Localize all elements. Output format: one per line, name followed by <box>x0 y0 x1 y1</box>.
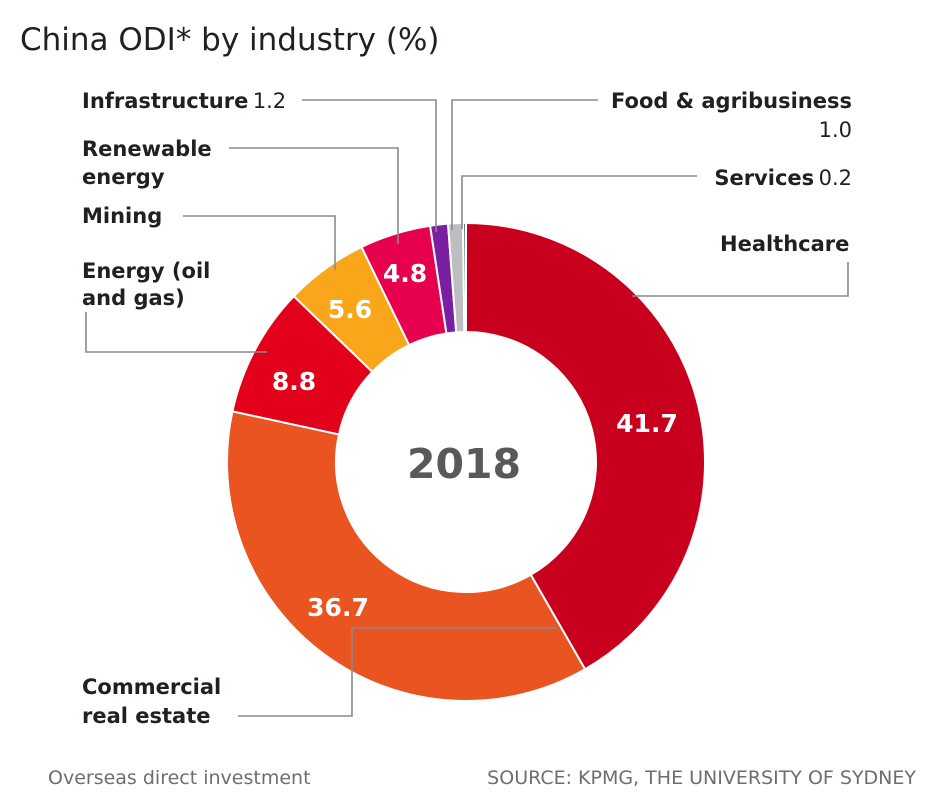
center-year-label: 2018 <box>407 440 521 488</box>
label-commercial-line1: Commercial <box>82 675 221 699</box>
leader-food <box>451 99 598 230</box>
leader-infrastructure <box>302 99 437 232</box>
slice-value-energy: 8.8 <box>272 367 316 396</box>
slice-value-mining: 5.6 <box>328 295 372 324</box>
label-food-value: 1.0 <box>819 118 852 142</box>
leader-mining <box>183 215 336 270</box>
label-infrastructure-value: 1.2 <box>253 89 286 113</box>
label-services: Services <box>714 166 814 190</box>
footnote: Overseas direct investment <box>48 767 311 789</box>
donut-slices <box>225 221 706 702</box>
leader-commercial <box>238 627 557 717</box>
label-food: Food & agribusiness <box>611 89 852 113</box>
label-services-value: 0.2 <box>819 166 852 190</box>
label-renewable-line1: Renewable <box>82 137 212 161</box>
label-mining: Mining <box>82 204 162 228</box>
label-renewable-line2: energy <box>82 165 165 189</box>
label-healthcare: Healthcare <box>720 232 849 256</box>
label-energy-line1: Energy (oil <box>82 259 210 283</box>
leader-services <box>461 175 697 229</box>
label-commercial-line2: real estate <box>82 704 211 728</box>
label-services-row: Services 0.2 <box>714 166 852 190</box>
label-infrastructure-row: Infrastructure 1.2 <box>82 89 286 113</box>
label-infrastructure: Infrastructure <box>82 89 248 113</box>
slice-services <box>461 221 467 334</box>
slice-value-healthcare: 41.7 <box>616 409 678 438</box>
chart-title: China ODI* by industry (%) <box>20 22 440 58</box>
slice-healthcare <box>465 221 706 671</box>
leader-renewable <box>229 147 399 244</box>
source-credit: SOURCE: KPMG, THE UNIVERSITY OF SYDNEY <box>487 767 916 789</box>
leader-healthcare <box>632 262 849 297</box>
slice-value-renewable: 4.8 <box>383 259 427 288</box>
leader-energy <box>85 312 267 353</box>
slice-value-commercial: 36.7 <box>307 593 369 622</box>
label-energy-line2: and gas) <box>82 286 185 310</box>
